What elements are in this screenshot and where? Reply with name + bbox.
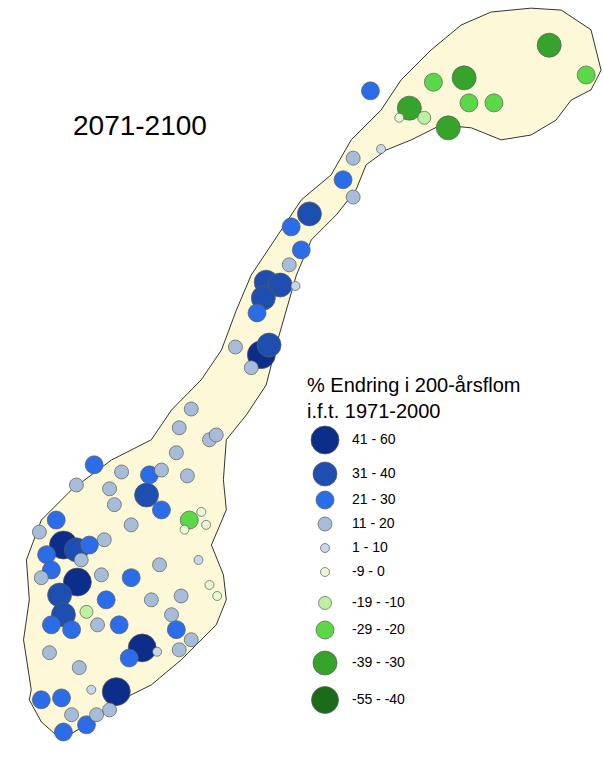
- svg-text:21 - 30: 21 - 30: [352, 491, 396, 507]
- svg-text:11 - 20: 11 - 20: [352, 515, 395, 531]
- svg-text:31 - 40: 31 - 40: [352, 465, 396, 481]
- svg-text:-39 - -30: -39 - -30: [352, 654, 405, 670]
- svg-text:-29 - -20: -29 - -20: [352, 621, 405, 637]
- svg-text:41 - 60: 41 - 60: [352, 431, 396, 447]
- svg-text:1 - 10: 1 - 10: [352, 539, 388, 555]
- svg-text:2071-2100: 2071-2100: [73, 110, 207, 141]
- svg-text:-19 - -10: -19 - -10: [352, 594, 405, 610]
- svg-text:-9 - 0: -9 - 0: [352, 563, 385, 579]
- svg-text:% Endring i 200-årsflomi.f.t.: % Endring i 200-årsflomi.f.t. 1971-2000: [307, 374, 520, 422]
- svg-text:-55 - -40: -55 - -40: [352, 691, 405, 707]
